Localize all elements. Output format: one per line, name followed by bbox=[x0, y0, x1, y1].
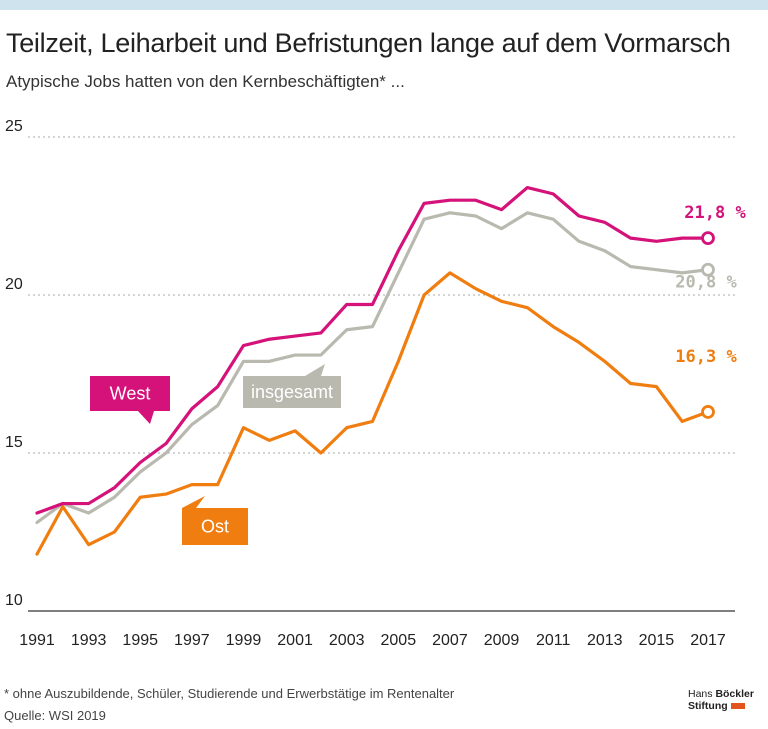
chart-title: Teilzeit, Leiharbeit und Befristungen la… bbox=[6, 28, 731, 58]
footnote: * ohne Auszubildende, Schüler, Studieren… bbox=[4, 686, 455, 701]
callout-box-west bbox=[90, 376, 170, 411]
x-tick-label-2011: 2011 bbox=[536, 632, 571, 649]
x-tick-label-1995: 1995 bbox=[122, 632, 158, 649]
x-tick-label-1997: 1997 bbox=[174, 632, 210, 649]
x-tick-label-2015: 2015 bbox=[639, 632, 675, 649]
logo-text-boeckler: Böckler bbox=[715, 688, 754, 700]
x-tick-label-1999: 1999 bbox=[226, 632, 262, 649]
series-callouts: West insgesamt Ost bbox=[90, 364, 341, 545]
x-axis-ticks: 1991 1993 1995 1997 1999 2001 2003 2005 2007 2009… bbox=[19, 632, 726, 649]
x-tick-label-1991: 1991 bbox=[19, 632, 55, 649]
series-line-west bbox=[35, 185, 710, 515]
x-tick-label-2009: 2009 bbox=[484, 632, 520, 649]
end-value-labels: 20,8 % 16,3 % 21,8 % bbox=[675, 203, 746, 367]
x-tick-label-2013: 2013 bbox=[587, 632, 623, 649]
chart-subtitle: Atypische Jobs hatten von den Kernbeschä… bbox=[6, 72, 405, 91]
series-line-ost bbox=[35, 271, 710, 556]
grid-lines bbox=[28, 136, 735, 612]
x-tick-label-2003: 2003 bbox=[329, 632, 365, 649]
callout-pointer-west bbox=[138, 411, 154, 424]
x-tick-label-2001: 2001 bbox=[277, 632, 313, 649]
hans-boeckler-stiftung-logo: Hans Böckler Stiftung bbox=[688, 688, 768, 718]
logo-text-hans: Hans bbox=[688, 688, 713, 700]
end-value-label-ost: 16,3 % bbox=[675, 347, 737, 367]
y-axis-ticks: 10 15 20 25 bbox=[5, 118, 23, 609]
end-value-label-insgesamt: 20,8 % bbox=[675, 273, 737, 293]
callout-pointer-insgesamt bbox=[305, 364, 325, 376]
callout-label-insgesamt: insgesamt bbox=[251, 382, 333, 402]
series-line-insgesamt bbox=[35, 211, 710, 525]
y-tick-label-25: 25 bbox=[5, 118, 23, 135]
end-marker-insgesamt bbox=[701, 262, 715, 277]
x-tick-label-1993: 1993 bbox=[71, 632, 107, 649]
y-tick-label-15: 15 bbox=[5, 434, 23, 451]
x-tick-label-2017: 2017 bbox=[690, 632, 726, 649]
end-marker-ost bbox=[701, 405, 715, 419]
logo-text-stiftung: Stiftung bbox=[688, 700, 728, 712]
callout-pointer-ost bbox=[182, 496, 205, 508]
source-note: Quelle: WSI 2019 bbox=[4, 708, 106, 723]
y-tick-label-20: 20 bbox=[5, 276, 23, 293]
end-value-label-west: 21,8 % bbox=[684, 203, 746, 223]
callout-box-insgesamt bbox=[243, 376, 341, 408]
callout-label-west: West bbox=[110, 384, 151, 404]
line-chart: 10 15 20 25 1991 1993 1995 1997 1999 2001 2003 200… bbox=[5, 118, 746, 649]
top-accent-bar bbox=[0, 0, 768, 10]
x-tick-label-2007: 2007 bbox=[432, 632, 468, 649]
series-lines bbox=[35, 185, 715, 556]
end-marker-west bbox=[701, 231, 715, 246]
y-tick-label-10: 10 bbox=[5, 592, 23, 609]
callout-label-ost: Ost bbox=[201, 517, 229, 537]
callout-box-ost bbox=[182, 508, 248, 545]
x-tick-label-2005: 2005 bbox=[381, 632, 417, 649]
logo-mark-icon bbox=[730, 703, 745, 710]
